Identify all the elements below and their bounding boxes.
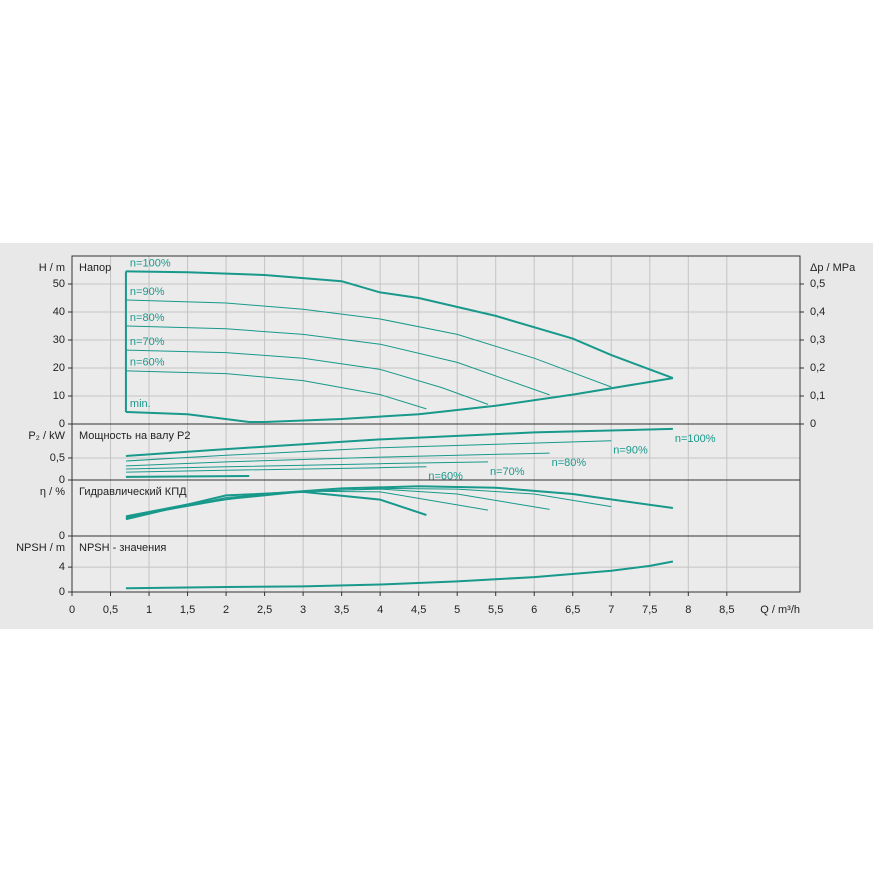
panel-border [71, 535, 801, 593]
x-tick-label: 0 [69, 604, 75, 616]
series-label: n=90% [130, 286, 165, 298]
y-tick-label: 50 [53, 278, 65, 290]
x-tick-label: 3 [300, 604, 306, 616]
y-axis-label: P₂ / kW [28, 430, 65, 442]
curve [125, 270, 674, 380]
curve [125, 440, 612, 462]
y2-tick-label: 0,3 [810, 334, 825, 346]
series-label: min. [130, 398, 151, 410]
y-tick-label: 0 [59, 474, 65, 486]
x-tick-label: 4 [377, 604, 383, 616]
curve [125, 299, 612, 388]
x-tick-label: 1 [146, 604, 152, 616]
y-tick-label: 0 [59, 586, 65, 598]
curve [125, 370, 427, 410]
x-tick-label: 6 [531, 604, 537, 616]
panel [72, 536, 800, 592]
panel-title: Мощность на валу P2 [79, 430, 191, 442]
x-tick-label: 2 [223, 604, 229, 616]
series-label: n=100% [130, 257, 171, 269]
curve [125, 461, 489, 470]
y-axis-label: H / m [39, 262, 65, 274]
series-label: n=60% [130, 357, 165, 369]
curve [125, 452, 550, 467]
x-tick-label: 7,5 [642, 604, 657, 616]
curve [125, 560, 674, 590]
curve [125, 488, 550, 519]
y-tick-label: 0 [59, 418, 65, 430]
x-tick-label: 7 [608, 604, 614, 616]
y-tick-label: 0,5 [50, 452, 65, 464]
x-tick-label: 4,5 [411, 604, 426, 616]
y-tick-label: 10 [53, 390, 65, 402]
series-label: n=100% [675, 433, 716, 445]
y2-axis-label: Δp / MPa [810, 262, 856, 274]
panel-title: NPSH - значения [79, 542, 166, 554]
series-label: n=70% [490, 466, 525, 478]
y-axis-label: NPSH / m [16, 542, 65, 554]
panel-title: Напор [79, 262, 111, 274]
x-tick-label: 5,5 [488, 604, 503, 616]
x-tick-label: 5 [454, 604, 460, 616]
y2-tick-label: 0 [810, 418, 816, 430]
x-axis-label: Q / m³/h [760, 604, 800, 616]
curve [125, 349, 489, 405]
y-tick-label: 30 [53, 334, 65, 346]
x-tick-label: 2,5 [257, 604, 272, 616]
y-tick-label: 40 [53, 306, 65, 318]
curve [125, 325, 550, 396]
panel-title: Гидравлический КПД [79, 486, 187, 498]
y-axis-label: η / % [40, 486, 65, 498]
curve [125, 377, 674, 423]
series-label: n=80% [130, 312, 165, 324]
series-label: n=70% [130, 336, 165, 348]
y2-tick-label: 0,4 [810, 306, 825, 318]
y2-tick-label: 0,1 [810, 390, 825, 402]
x-tick-label: 1,5 [180, 604, 195, 616]
curve [125, 466, 427, 473]
x-tick-label: 8,5 [719, 604, 734, 616]
curve [125, 490, 427, 521]
series-label: n=80% [552, 457, 587, 469]
y-tick-label: 0 [59, 530, 65, 542]
series-label: n=90% [613, 445, 648, 457]
x-tick-label: 8 [685, 604, 691, 616]
x-tick-label: 0,5 [103, 604, 118, 616]
curve [125, 475, 250, 478]
y-tick-label: 20 [53, 362, 65, 374]
x-tick-label: 3,5 [334, 604, 349, 616]
curve [125, 427, 673, 457]
x-tick-label: 6,5 [565, 604, 580, 616]
curve [125, 487, 612, 518]
y2-tick-label: 0,2 [810, 362, 825, 374]
y-tick-label: 4 [59, 561, 65, 573]
y2-tick-label: 0,5 [810, 278, 825, 290]
